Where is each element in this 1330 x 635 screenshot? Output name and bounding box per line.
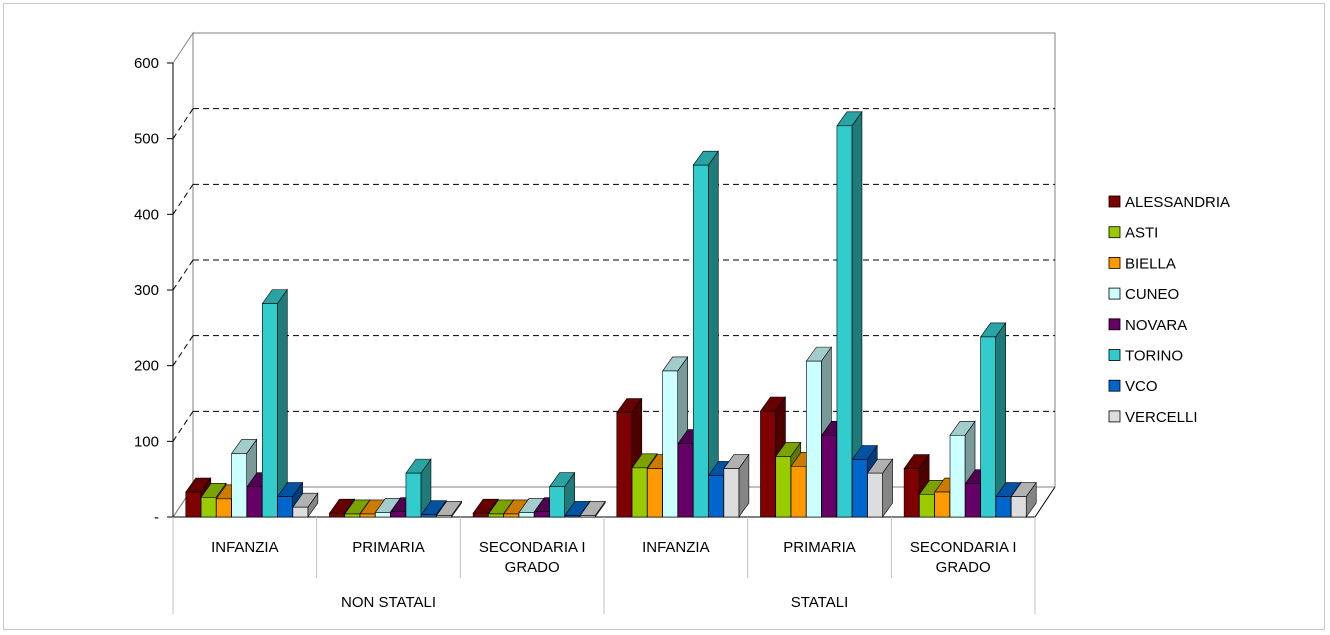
chart-side-wall: [172, 31, 194, 519]
gridline-side: [172, 335, 194, 366]
chart-walls: [172, 31, 1056, 519]
y-tick-label: -: [154, 509, 159, 526]
gridline-side: [172, 108, 194, 139]
chart-frame: - 100 200 300 400 500 600 INFANZIA PRIMARIA SECO…: [3, 3, 1325, 630]
x-group-label: STATALI: [791, 594, 849, 611]
bar-torino-4: [836, 110, 863, 518]
legend: ALESSANDRIA ASTI BIELLA CUNEO NOVARA TORINO VC…: [1108, 194, 1230, 426]
legend-swatch: [1108, 410, 1121, 423]
legend-item-cuneo: CUNEO: [1108, 286, 1179, 303]
y-tick-label: 200: [134, 358, 159, 375]
gridline-side: [172, 411, 194, 442]
legend-label: VCO: [1125, 378, 1158, 395]
bar-vercelli-1: [435, 500, 463, 518]
x-group-label: NON STATALI: [341, 594, 436, 611]
legend-swatch: [1108, 379, 1121, 392]
bar-vercelli-4: [866, 458, 894, 518]
legend-item-novara: NOVARA: [1108, 317, 1187, 334]
legend-item-vco: VCO: [1108, 378, 1158, 395]
legend-swatch: [1108, 256, 1121, 269]
bar-torino-5: [980, 321, 1007, 518]
x-category-label: SECONDARIA I: [910, 539, 1017, 556]
legend-label: BIELLA: [1125, 255, 1176, 272]
legend-label: TORINO: [1125, 348, 1183, 365]
y-axis-ticks: - 100 200 300 400 500 600: [134, 55, 174, 526]
x-category-label: INFANZIA: [642, 539, 710, 556]
y-tick-label: 500: [134, 131, 159, 148]
y-tick-label: 300: [134, 282, 159, 299]
bar-vercelli-0: [292, 492, 319, 518]
gridline-side: [172, 259, 194, 291]
legend-swatch: [1108, 195, 1121, 208]
x-category-label: GRADO: [936, 559, 991, 576]
bar-vercelli-5: [1010, 481, 1037, 518]
legend-item-alessandria: ALESSANDRIA: [1108, 194, 1230, 211]
x-axis: INFANZIA PRIMARIA SECONDARIA I GRADO INFANZI…: [172, 517, 1036, 614]
legend-label: CUNEO: [1125, 286, 1179, 303]
legend-label: NOVARA: [1125, 317, 1187, 334]
legend-item-vercelli: VERCELLI: [1108, 409, 1198, 426]
legend-item-asti: ASTI: [1108, 225, 1158, 242]
gridline-side: [172, 184, 194, 215]
y-tick-label: 600: [134, 55, 159, 72]
bar-alessandria-5: [903, 453, 930, 518]
x-category-label: PRIMARIA: [783, 539, 856, 556]
y-tick-label: 100: [134, 433, 159, 450]
bar-torino-0: [261, 288, 288, 518]
legend-label: ASTI: [1125, 225, 1158, 242]
bar-torino-3: [692, 150, 719, 518]
bar-torino-1: [405, 458, 432, 518]
legend-label: VERCELLI: [1125, 409, 1198, 426]
y-tick-label: 400: [134, 206, 159, 223]
legend-item-torino: TORINO: [1108, 348, 1183, 365]
x-category-label: INFANZIA: [211, 539, 279, 556]
legend-swatch: [1108, 349, 1121, 361]
legend-swatch: [1108, 226, 1121, 239]
x-category-label: GRADO: [505, 559, 560, 576]
legend-label: ALESSANDRIA: [1125, 194, 1230, 211]
bar-vercelli-3: [723, 453, 750, 518]
bar-chart: - 100 200 300 400 500 600 INFANZIA PRIMARIA SECO…: [134, 31, 1230, 614]
x-category-label: PRIMARIA: [352, 539, 425, 556]
legend-swatch: [1108, 318, 1121, 331]
bar-vercelli-2: [579, 500, 606, 518]
bars: [185, 110, 1037, 518]
legend-swatch: [1108, 287, 1121, 300]
x-category-label: SECONDARIA I: [479, 539, 586, 556]
legend-item-biella: BIELLA: [1108, 255, 1176, 272]
